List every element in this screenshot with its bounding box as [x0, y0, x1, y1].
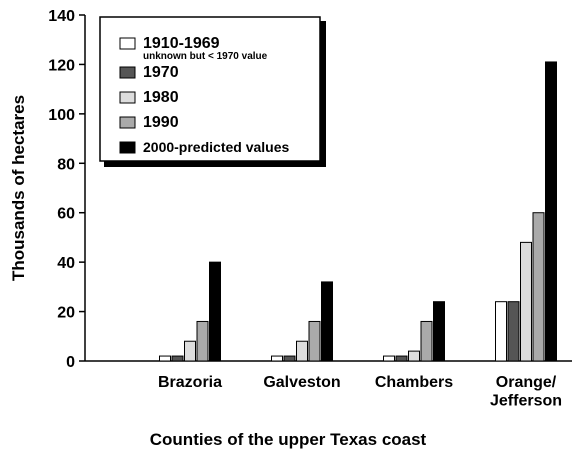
legend-label: 1980 — [143, 89, 179, 106]
bar — [433, 301, 445, 362]
bar — [283, 355, 296, 362]
x-tick-label: Brazoria — [158, 374, 222, 391]
y-tick-label: 140 — [48, 8, 75, 25]
bar — [420, 320, 433, 362]
bar — [321, 281, 333, 362]
y-tick-label: 40 — [57, 255, 75, 272]
legend-label: 1910-1969 — [143, 35, 220, 52]
y-tick-label: 0 — [66, 354, 75, 371]
bar — [383, 355, 395, 362]
legend-label: 1990 — [143, 114, 179, 131]
bar — [507, 301, 520, 362]
legend-swatch — [119, 116, 136, 129]
bar — [196, 320, 209, 362]
bar — [271, 355, 283, 362]
legend-swatch — [119, 91, 136, 104]
bar — [532, 212, 545, 362]
x-axis-label: Counties of the upper Texas coast — [150, 430, 427, 449]
x-tick-label: Galveston — [263, 374, 340, 391]
bar — [184, 340, 196, 362]
bar — [545, 61, 557, 362]
legend-note: unknown but < 1970 value — [143, 51, 268, 62]
legend-label: 2000-predicted values — [143, 139, 290, 155]
bar — [209, 261, 221, 362]
y-tick-label: 120 — [48, 57, 75, 74]
x-tick-label: Chambers — [375, 374, 453, 391]
x-tick-label: Orange/Jefferson — [490, 374, 562, 409]
bar — [308, 320, 321, 362]
bar — [495, 301, 507, 362]
bar — [395, 355, 408, 362]
y-tick-label: 100 — [48, 107, 75, 124]
y-tick-label: 80 — [57, 156, 75, 173]
y-tick-label: 20 — [57, 305, 75, 322]
bar — [408, 350, 420, 362]
bar — [520, 241, 532, 362]
y-tick-label: 60 — [57, 206, 75, 223]
bar — [296, 340, 308, 362]
bar — [159, 355, 171, 362]
y-axis-label: Thousands of hectares — [9, 95, 28, 281]
legend-swatch — [119, 141, 136, 154]
bar — [171, 355, 184, 362]
legend-swatch — [119, 37, 136, 50]
legend — [99, 16, 321, 162]
legend-swatch — [119, 66, 136, 79]
legend-label: 1970 — [143, 64, 179, 81]
